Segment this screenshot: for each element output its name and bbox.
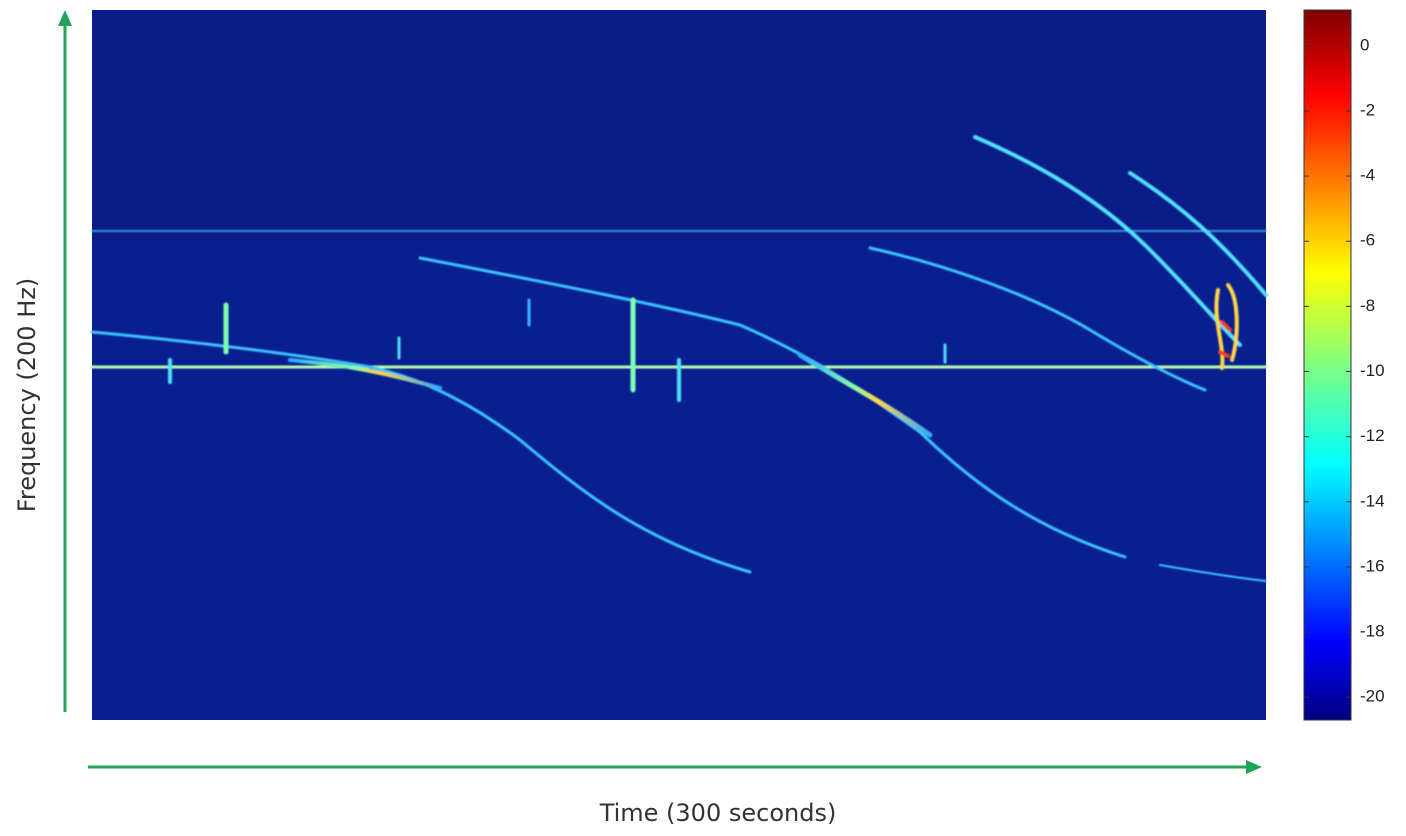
colorbar-tick-label: -14	[1360, 491, 1385, 510]
trace	[288, 358, 442, 390]
trace	[868, 246, 1207, 392]
colorbar-tick-label: -18	[1360, 622, 1385, 641]
y-axis-label: Frequency (200 Hz)	[13, 278, 41, 512]
trace	[797, 352, 933, 438]
y-arrowhead	[58, 10, 72, 26]
spectrogram-traces	[90, 135, 1268, 582]
x-axis-label: Time (300 seconds)	[599, 799, 837, 827]
axis-arrows	[58, 10, 1262, 774]
trace	[973, 135, 1242, 347]
colorbar	[1303, 9, 1352, 721]
colorbar-tick-label: -2	[1360, 100, 1375, 119]
spectrogram-shade	[92, 10, 1266, 240]
colorbar-tick-label: -20	[1360, 687, 1385, 706]
trace	[1128, 171, 1268, 297]
colorbar-tick-label: -16	[1360, 556, 1385, 575]
trace	[1214, 283, 1239, 370]
colorbar-tick-label: -8	[1360, 296, 1375, 315]
trace	[1159, 564, 1267, 582]
colorbar-tick-label: -6	[1360, 231, 1375, 250]
trace	[1218, 320, 1232, 358]
trace	[90, 330, 752, 574]
colorbar-tick-label: 0	[1360, 35, 1369, 54]
spectrogram	[90, 10, 1268, 720]
colorbar-tick-label: -10	[1360, 361, 1385, 380]
colorbar-tick-label: -12	[1360, 426, 1385, 445]
colorbar-tick-label: -4	[1360, 166, 1375, 185]
x-arrowhead	[1246, 760, 1262, 774]
